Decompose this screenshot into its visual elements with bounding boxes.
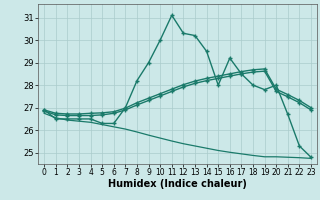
X-axis label: Humidex (Indice chaleur): Humidex (Indice chaleur) [108,179,247,189]
